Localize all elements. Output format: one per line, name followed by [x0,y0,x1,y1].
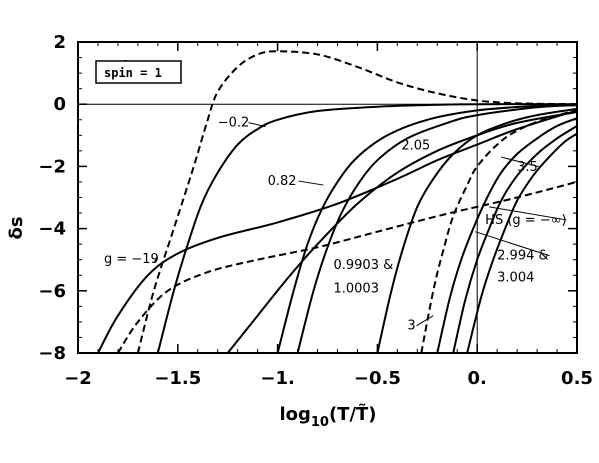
x-axis-title-subscript: 10 [311,415,329,430]
x-tick-label: −2 [64,368,92,389]
annotation-ann-hs: HS (g = −∞) [485,213,566,228]
annotation-leader-ann-gm02 [248,122,266,128]
series-line-g082 [226,111,577,353]
series-line-g09903 [276,103,577,353]
series-line-g3 [420,109,577,353]
series-line-hs [117,180,577,353]
annotation-ann-g099-a: 0.9903 & [333,258,393,273]
annotation-leader-ann-g2994-a [475,231,550,257]
series-line-g35 [466,132,577,353]
legend-box [95,60,182,84]
x-tick-label: 0.5 [561,368,593,389]
x-tick-label: −1.5 [154,368,201,389]
x-tick-label: −0.5 [354,368,401,389]
annotation-leader-ann-g35 [501,156,541,168]
annotation-ann-gm19: g = −19 [104,252,159,267]
annotation-ann-g099-b: 1.0003 [333,281,379,296]
annotation-ann-g2994-b: 3.004 [497,270,534,285]
annotation-leader-ann-g3 [416,315,434,327]
annotation-leader-ann-hs [489,206,567,221]
y-tick-label: 0 [53,94,66,115]
series-line-g205 [376,107,577,353]
x-tick-label: 0. [468,368,487,389]
series-line-gm19 [97,109,577,353]
annotation-leader-ann-g082 [298,180,324,186]
annotation-ann-gm02: −0.2 [218,116,250,131]
x-tick-label: −1. [260,368,294,389]
x-axis-title-argument: (T/T̃) [329,404,377,425]
annotation-ann-g3: 3 [407,319,415,334]
annotation-ann-g082: 0.82 [268,174,297,189]
y-tick-label: −4 [38,219,66,240]
series-line-g1 [136,50,577,353]
y-tick-label: −6 [38,281,66,302]
y-axis-title: δs [6,216,27,239]
series-line-g2994 [436,117,577,353]
annotation-ann-g205: 2.05 [401,138,430,153]
series-line-g3004 [452,125,577,353]
legend-label: spin = 1 [104,66,162,80]
x-axis-title: log10(T/T̃) [279,404,376,430]
annotation-ann-g2994-a: 2.994 & [497,249,549,264]
y-tick-label: −8 [38,343,66,364]
series-line-g10003 [296,104,577,353]
annotation-leader-ann-gm19 [153,258,157,264]
y-tick-label: −2 [38,156,66,177]
series-line-gm02 [156,103,577,353]
x-axis-title-base: log [279,404,310,425]
annotation-ann-g35: 3.5 [517,160,538,175]
y-tick-label: 2 [53,32,66,53]
